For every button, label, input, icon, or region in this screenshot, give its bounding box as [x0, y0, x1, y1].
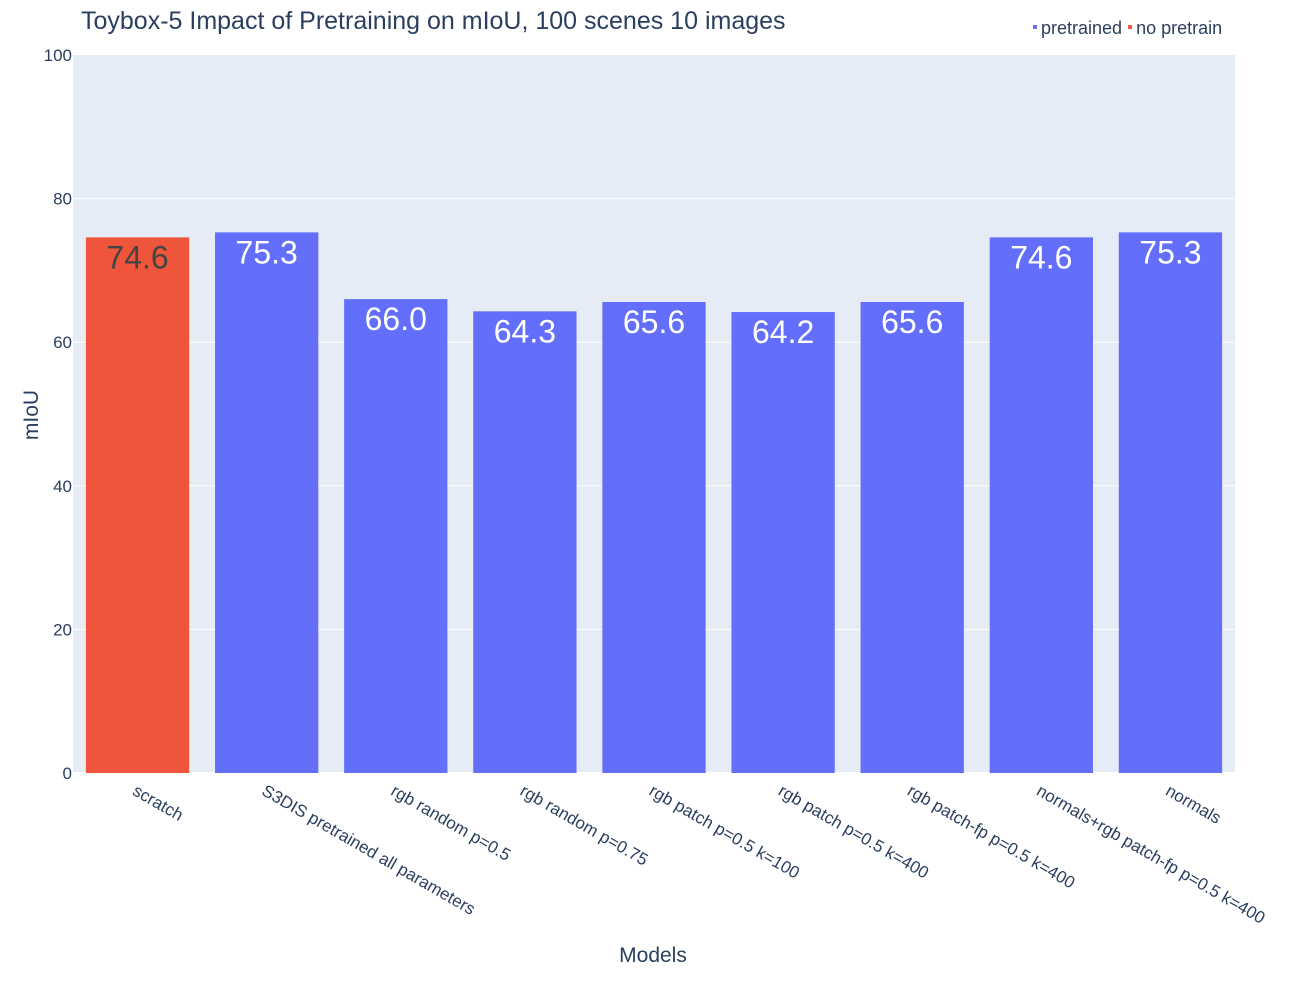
x-tick-label: rgb random p=0.75 — [517, 781, 651, 870]
bar-value-label: 64.3 — [494, 313, 556, 349]
bar[interactable] — [85, 237, 190, 773]
bar[interactable] — [344, 299, 448, 773]
bar-value-label: 75.3 — [1139, 234, 1201, 270]
y-tick-labels: 0 20 40 60 80 100 — [44, 46, 72, 783]
x-tick-label: normals+rgb patch-fp p=0.5 k=400 — [1033, 781, 1268, 928]
y-axis-title: mIoU — [20, 390, 43, 440]
chart-title: Toybox-5 Impact of Pretraining on mIoU, … — [81, 7, 786, 35]
bar[interactable] — [860, 301, 964, 773]
legend-item[interactable]: no pretrain — [1128, 18, 1222, 38]
bar[interactable] — [731, 312, 835, 773]
x-axis-title: Models — [619, 944, 687, 967]
y-tick-label: 0 — [63, 764, 72, 783]
bar-value-label: 66.0 — [365, 301, 427, 337]
x-tick-label: scratch — [130, 781, 187, 825]
legend[interactable]: pretrained no pretrain — [1033, 18, 1222, 38]
bars — [85, 232, 1223, 773]
y-tick-label: 40 — [53, 477, 72, 496]
bar-labels: 74.6 75.3 66.0 64.3 65.6 64.2 65.6 74.6 75.3 — [106, 234, 1201, 350]
legend-label: no pretrain — [1136, 18, 1222, 38]
y-tick-label: 60 — [53, 333, 72, 352]
legend-swatch — [1128, 25, 1133, 29]
y-tick-label: 80 — [53, 190, 72, 209]
bar-value-label: 64.2 — [752, 314, 814, 350]
x-tick-label: normals — [1162, 781, 1224, 828]
x-tick-label: rgb random p=0.5 — [388, 781, 514, 865]
y-tick-label: 20 — [53, 620, 72, 639]
bar-value-label: 74.6 — [106, 239, 168, 275]
x-tick-labels: scratch S3DIS pretrained all parametersrg… — [130, 781, 1269, 928]
bar[interactable] — [473, 311, 577, 773]
y-tick-label: 100 — [44, 46, 72, 65]
bar-value-label: 75.3 — [236, 234, 298, 270]
bar-value-label: 65.6 — [881, 304, 943, 340]
x-tick-label: S3DIS pretrained all parameters — [259, 781, 479, 919]
bar-value-label: 74.6 — [1010, 239, 1072, 275]
bar[interactable] — [602, 301, 706, 773]
bar-value-label: 65.6 — [623, 304, 685, 340]
bar[interactable] — [989, 237, 1093, 773]
bar[interactable] — [215, 232, 319, 773]
bar[interactable] — [1118, 232, 1223, 773]
legend-item[interactable]: pretrained — [1033, 18, 1122, 38]
legend-label: pretrained — [1041, 18, 1122, 38]
legend-swatch — [1033, 25, 1037, 29]
